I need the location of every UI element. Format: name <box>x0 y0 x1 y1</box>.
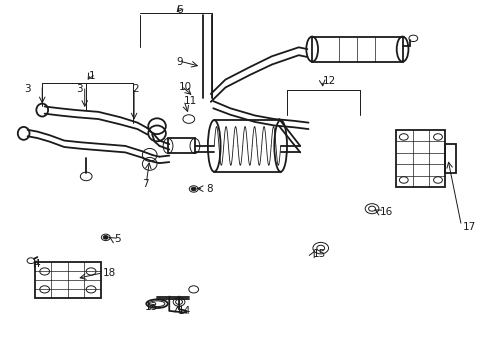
Bar <box>312 37 403 62</box>
Text: 10: 10 <box>179 82 192 92</box>
Text: 8: 8 <box>206 184 213 194</box>
Text: 1: 1 <box>89 71 95 81</box>
Text: 12: 12 <box>323 76 337 86</box>
Text: 9: 9 <box>176 57 183 67</box>
Text: 15: 15 <box>313 248 326 258</box>
Circle shape <box>191 187 196 191</box>
Bar <box>445 144 456 173</box>
Text: 13: 13 <box>145 302 158 312</box>
Text: 17: 17 <box>463 222 476 231</box>
Bar <box>35 262 101 298</box>
Bar <box>168 138 195 153</box>
Text: 11: 11 <box>184 96 197 106</box>
Text: 2: 2 <box>133 84 139 94</box>
Text: 6: 6 <box>176 5 183 15</box>
Text: 18: 18 <box>103 268 117 278</box>
Bar <box>396 130 445 187</box>
Text: 5: 5 <box>114 234 121 244</box>
Text: 4: 4 <box>34 259 41 269</box>
Circle shape <box>103 235 108 239</box>
Text: 3: 3 <box>24 84 31 94</box>
Text: 14: 14 <box>177 306 191 316</box>
Text: 7: 7 <box>143 179 149 189</box>
Text: 16: 16 <box>379 207 392 217</box>
Text: 3: 3 <box>76 84 83 94</box>
